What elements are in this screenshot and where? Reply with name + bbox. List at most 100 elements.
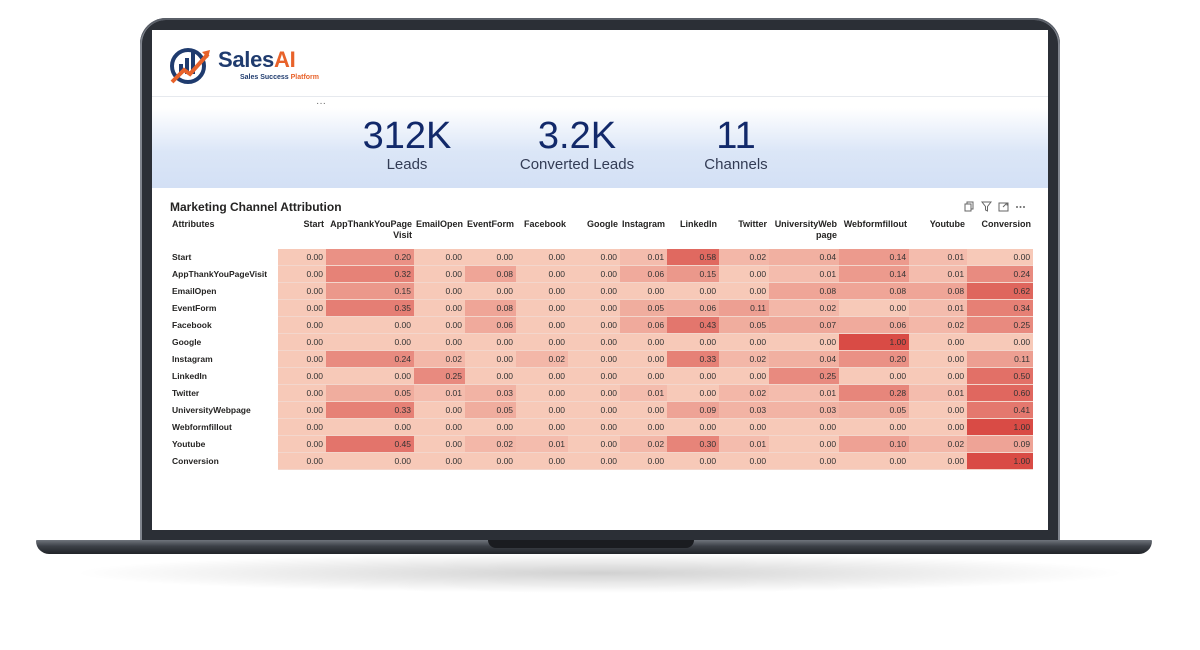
matrix-cell: 0.33: [667, 350, 720, 368]
copy-icon[interactable]: [964, 201, 975, 212]
matrix-column-header: Conversion: [981, 219, 1032, 229]
matrix-cell: 0.00: [667, 384, 720, 402]
matrix-cell: 0.32: [326, 265, 414, 283]
matrix-row-label: EventForm: [168, 299, 278, 317]
matrix-row-label: Youtube: [168, 435, 278, 453]
matrix-cell: 0.00: [516, 367, 569, 385]
kpi-value: 3.2K: [537, 115, 617, 157]
matrix-cell: 0.06: [839, 316, 910, 334]
matrix-cell: 0.15: [326, 282, 414, 300]
matrix-cell: 0.04: [769, 350, 840, 368]
matrix-cell: 0.00: [465, 367, 517, 385]
matrix-cell: 0.30: [667, 435, 720, 453]
matrix-cell: 0.11: [719, 299, 770, 317]
brand-name-accent: AI: [274, 47, 296, 72]
matrix-cell: 0.41: [967, 401, 1034, 419]
matrix-row: AppThankYouPageVisit 0.00 0.32 0.00 0.08 0.00…: [168, 265, 1034, 283]
matrix-cell: 0.08: [465, 299, 517, 317]
matrix-column-header: LinkedIn: [680, 219, 718, 229]
matrix-cell: 0.07: [769, 316, 840, 334]
matrix-cell: 0.00: [326, 333, 414, 351]
more-options-button[interactable]: ···: [316, 98, 326, 109]
brand-tagline: Sales Success Platform: [240, 74, 319, 81]
brand-tagline-primary: Sales Success: [240, 74, 289, 81]
matrix-cell: 0.20: [839, 350, 910, 368]
matrix-cell: 0.00: [414, 418, 466, 436]
matrix-cell: 0.01: [620, 249, 668, 266]
focus-mode-icon[interactable]: [998, 201, 1009, 212]
matrix-row: Instagram 0.00 0.24 0.02 0.00 0.02 0.00 0.00 0.3…: [168, 350, 1034, 368]
matrix-cell: 0.00: [568, 299, 621, 317]
matrix-cell: 0.00: [278, 384, 326, 402]
matrix-cell: 0.00: [278, 249, 326, 266]
matrix-cell: 0.01: [769, 384, 840, 402]
matrix-cell: 0.05: [839, 401, 910, 419]
kpi-label: Leads: [386, 156, 428, 173]
matrix-column-header: Webformfillout: [843, 219, 908, 229]
matrix-cell: 1.00: [839, 333, 910, 351]
matrix-cell: 1.00: [967, 418, 1034, 436]
matrix-cell: 0.00: [414, 282, 466, 300]
matrix-cell: 0.00: [516, 418, 569, 436]
matrix-cell: 0.24: [326, 350, 414, 368]
matrix-cell: 0.00: [414, 265, 466, 283]
matrix-cell: 0.00: [278, 401, 326, 419]
filter-icon[interactable]: [981, 201, 992, 212]
matrix-cell: 0.00: [465, 282, 517, 300]
matrix-cell: 0.02: [414, 350, 466, 368]
matrix-cell: 0.00: [568, 418, 621, 436]
matrix-cell: 0.14: [839, 265, 910, 283]
matrix-cell: 0.02: [719, 350, 770, 368]
matrix-cell: 0.00: [667, 367, 720, 385]
matrix-cell: 0.00: [326, 452, 414, 470]
matrix-cell: 0.00: [516, 401, 569, 419]
matrix-cell: 0.00: [667, 333, 720, 351]
kpi-value: 11: [716, 115, 756, 157]
matrix-cell: 0.03: [719, 401, 770, 419]
matrix-row-label: Conversion: [168, 452, 278, 470]
matrix-cell: 0.25: [769, 367, 840, 385]
matrix-cell: 0.33: [326, 401, 414, 419]
matrix-cell: 0.03: [769, 401, 840, 419]
visual-title: Marketing Channel Attribution: [170, 200, 342, 214]
matrix-cell: 0.02: [465, 435, 517, 453]
matrix-cell: 0.00: [568, 452, 621, 470]
matrix-body: Start 0.00 0.20 0.00 0.00 0.00 0.00 0.01 0.58 0.0…: [168, 249, 1034, 470]
matrix-cell: 0.00: [719, 333, 770, 351]
matrix-row: EmailOpen 0.00 0.15 0.00 0.00 0.00 0.00 0.00 0.0…: [168, 282, 1034, 300]
more-options-icon[interactable]: [1015, 201, 1026, 212]
matrix-cell: 0.00: [278, 435, 326, 453]
matrix-cell: 0.00: [568, 367, 621, 385]
matrix-cell: 0.06: [667, 299, 720, 317]
brand-name: SalesAI: [218, 47, 296, 73]
attribution-matrix-visual: Marketing Channel Attribution: [168, 197, 1034, 487]
kpi-label: Channels: [704, 156, 768, 173]
matrix-cell: 0.00: [909, 333, 968, 351]
matrix-cell: 0.10: [839, 435, 910, 453]
matrix-cell: 0.00: [414, 435, 466, 453]
matrix-cell: 0.60: [967, 384, 1034, 402]
matrix-cell: 0.06: [620, 316, 668, 334]
matrix-column-header: Google: [587, 219, 619, 229]
matrix-cell: 0.00: [909, 401, 968, 419]
matrix-cell: 0.58: [667, 249, 720, 266]
matrix-cell: 0.00: [278, 316, 326, 334]
matrix-cell: 0.05: [620, 299, 668, 317]
matrix-cell: 0.00: [568, 265, 621, 283]
matrix-cell: 0.00: [278, 265, 326, 283]
matrix-cell: 0.43: [667, 316, 720, 334]
matrix-cell: 0.00: [769, 435, 840, 453]
matrix-cell: 0.00: [667, 282, 720, 300]
kpi-value: 312K: [362, 115, 452, 157]
matrix-cell: 0.08: [839, 282, 910, 300]
matrix-cell: 0.08: [465, 265, 517, 283]
matrix-row-label: Facebook: [168, 316, 278, 334]
matrix-cell: 0.00: [769, 333, 840, 351]
matrix-cell: 0.00: [516, 249, 569, 266]
laptop-shadow: [70, 553, 1130, 593]
matrix-cell: 0.15: [667, 265, 720, 283]
matrix-cell: 0.00: [909, 452, 968, 470]
matrix-row: Start 0.00 0.20 0.00 0.00 0.00 0.00 0.01 0.58 0.0…: [168, 249, 1034, 266]
matrix-column-header: UniversityWeb page: [774, 219, 838, 240]
matrix-cell: 0.00: [568, 333, 621, 351]
